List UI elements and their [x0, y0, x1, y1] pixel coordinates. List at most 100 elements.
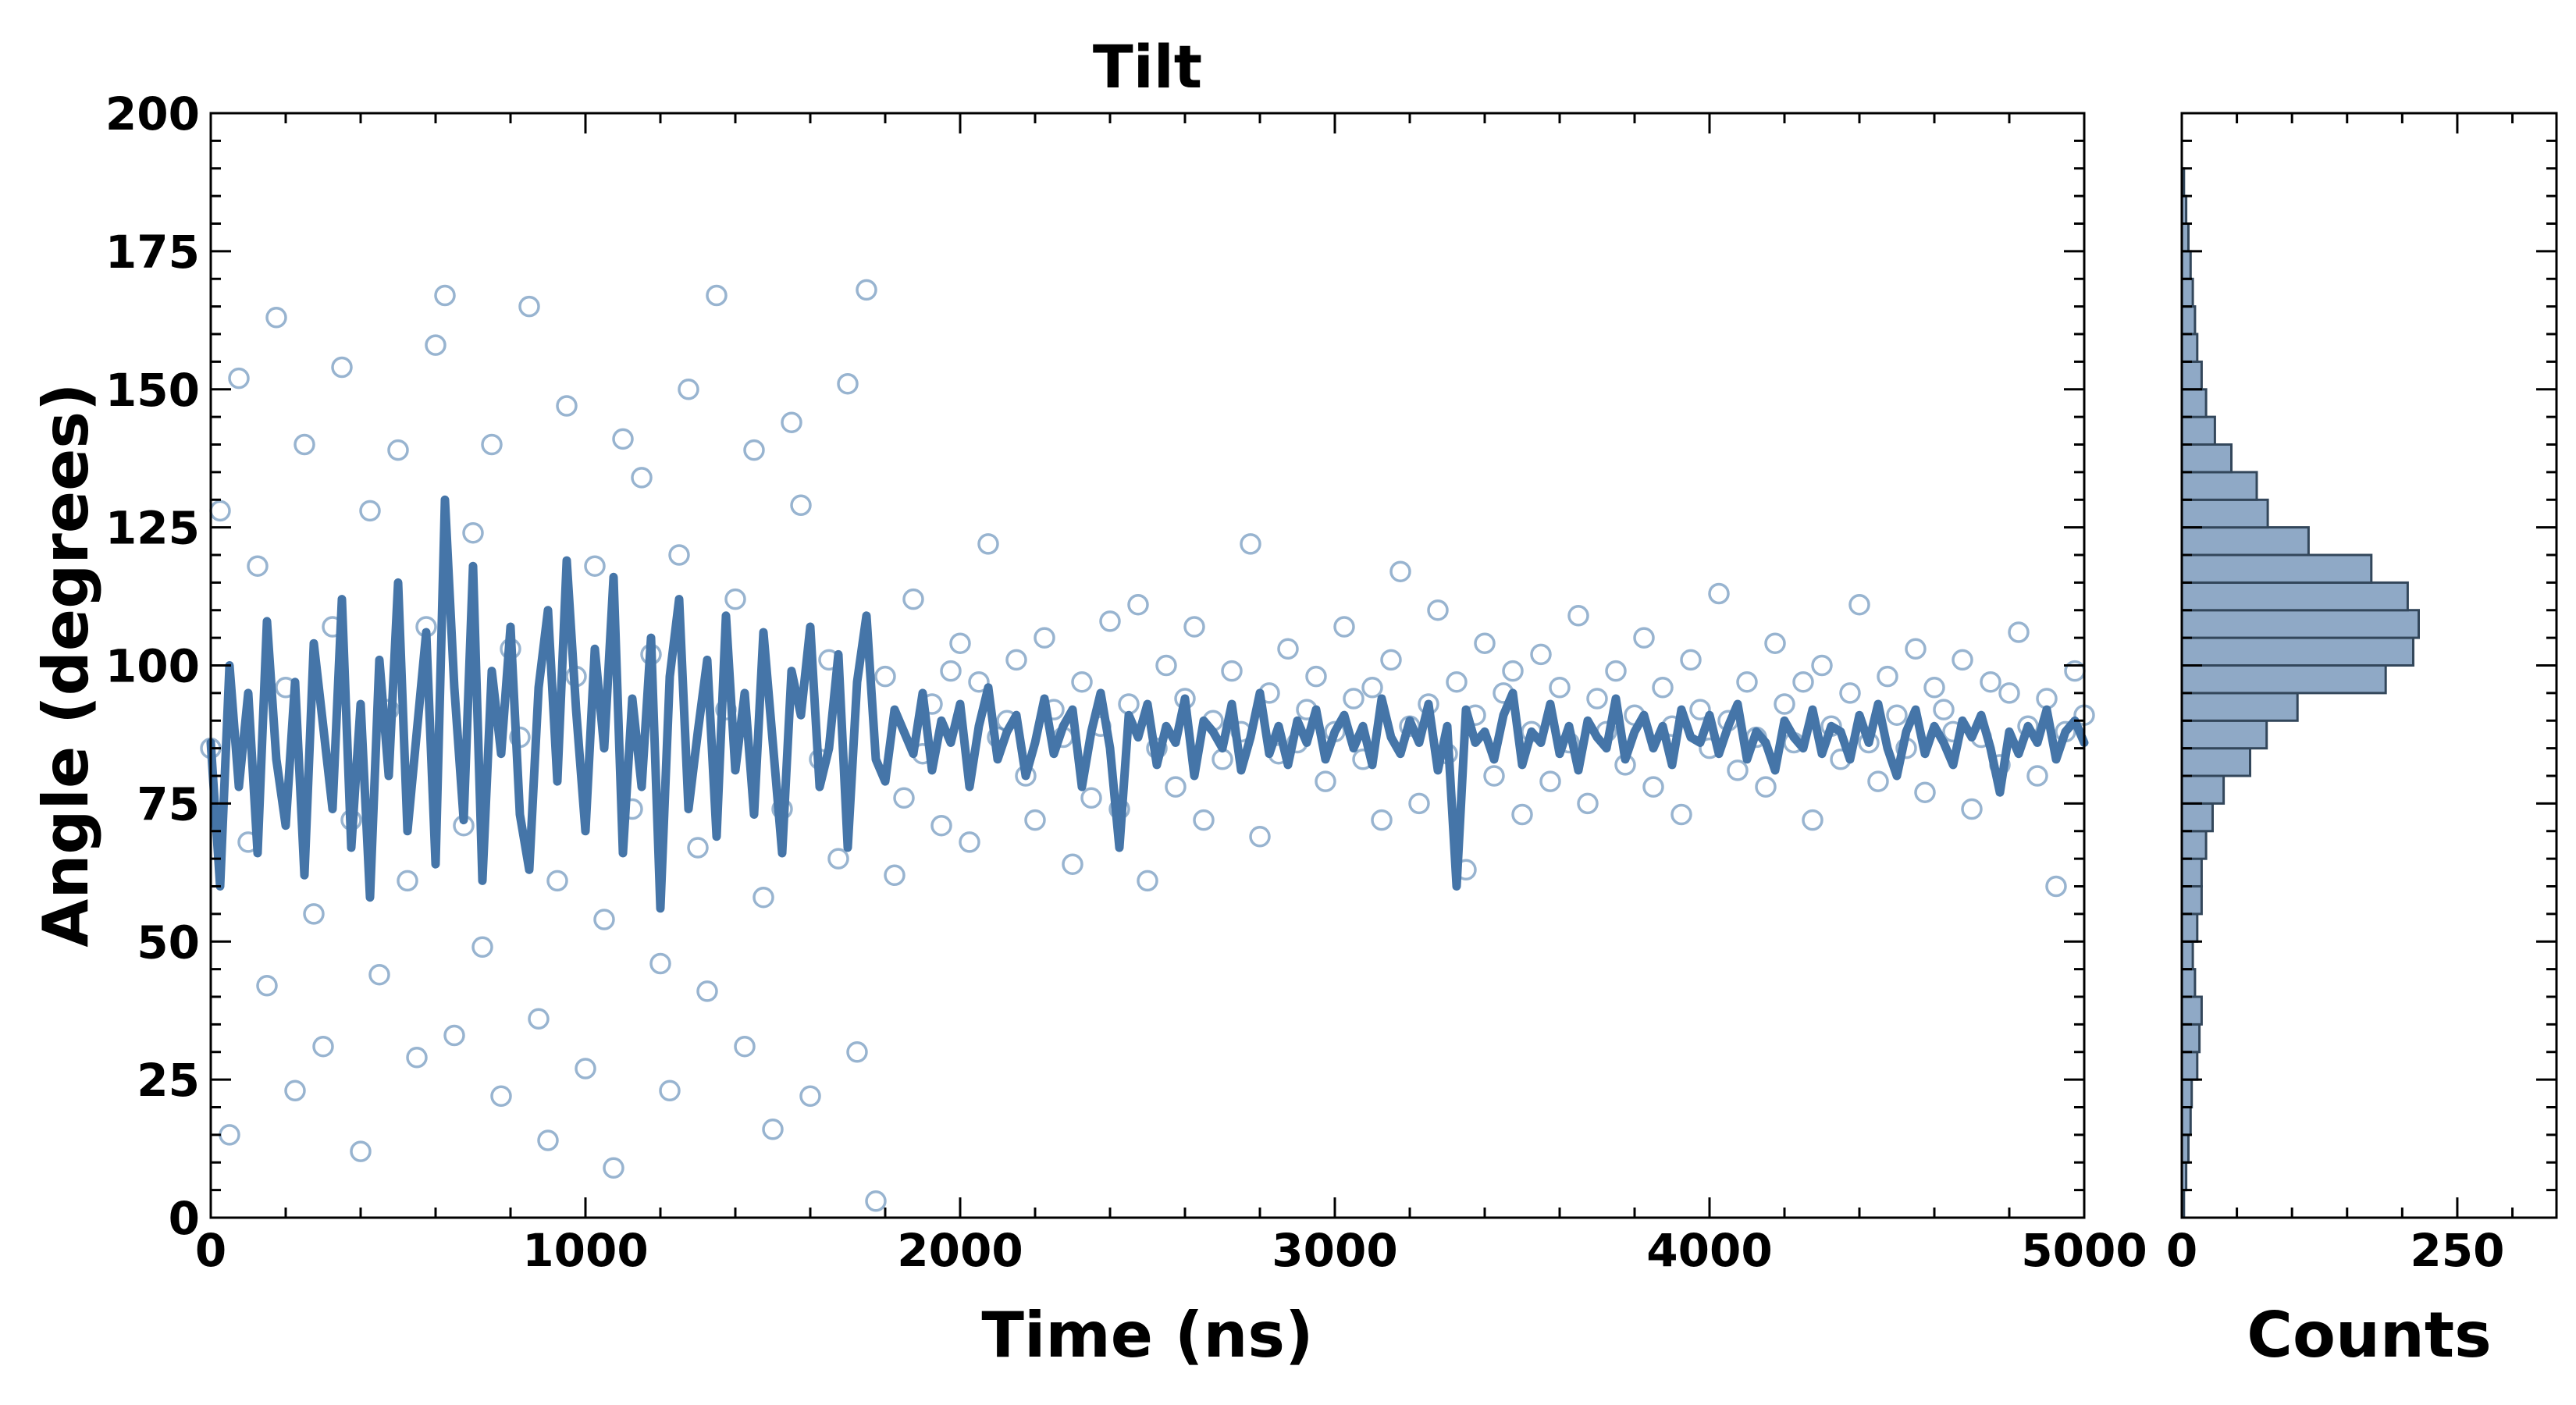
- x-axis-label: Time (ns): [981, 1299, 1313, 1371]
- y-tick-label: 100: [105, 640, 200, 693]
- histogram-bar: [2180, 498, 2269, 529]
- scatter-point: [350, 1140, 372, 1162]
- scatter-point: [1343, 688, 1364, 710]
- scatter-point: [1427, 599, 1449, 621]
- scatter-point: [659, 1080, 681, 1102]
- scatter-point: [781, 411, 802, 433]
- scatter-point: [1886, 704, 1908, 726]
- scatter-point: [1755, 776, 1777, 798]
- chart-title: Tilt: [1093, 32, 1202, 101]
- scatter-point: [490, 1085, 512, 1108]
- scatter-point: [734, 1035, 756, 1058]
- scatter-point: [1811, 654, 1833, 677]
- scatter-point: [425, 334, 447, 356]
- scatter-point: [537, 1129, 559, 1151]
- scatter-point: [1980, 670, 2001, 693]
- scatter-point: [1727, 759, 1749, 781]
- scatter-point: [528, 1008, 550, 1030]
- scatter-point: [1736, 670, 1758, 693]
- scatter-point: [219, 1124, 240, 1146]
- scatter-point: [1642, 776, 1664, 798]
- scatter-point: [2036, 688, 2058, 710]
- y-tick-label: 75: [137, 777, 200, 831]
- hist-x-tick-label: 250: [2410, 1224, 2504, 1277]
- scatter-point: [687, 837, 709, 859]
- scatter-point: [1080, 787, 1102, 809]
- histogram-ticks: [2180, 112, 2556, 1219]
- histogram-bar: [2180, 250, 2192, 280]
- scatter-point: [1165, 776, 1187, 798]
- scatter-point: [790, 494, 812, 517]
- main-plot: Tilt 0 1000 2000 3000 4000 5000 0 25 50 75 100 125…: [30, 32, 2147, 1371]
- scatter-point: [1708, 582, 1730, 605]
- histogram-bar: [2180, 968, 2197, 998]
- histogram-bar: [2180, 857, 2203, 887]
- scatter-point: [1605, 660, 1627, 682]
- scatter-point: [556, 395, 578, 417]
- scatter-point: [2045, 875, 2067, 898]
- scatter-point: [1221, 660, 1243, 682]
- scatter-point: [668, 544, 690, 566]
- y-tick-label: 25: [137, 1054, 200, 1107]
- y-tick-label: 0: [169, 1192, 200, 1245]
- scatter-point: [284, 1080, 306, 1102]
- scatter-point: [1923, 677, 1945, 699]
- scatter-point: [1137, 870, 1158, 892]
- histogram-bar: [2180, 692, 2299, 722]
- scatter-point: [1371, 809, 1393, 831]
- scatter-point: [1380, 649, 1402, 671]
- y-tick-label: 50: [137, 916, 200, 969]
- x-tick-label: 3000: [1272, 1224, 1397, 1277]
- scatter-point: [1652, 677, 1674, 699]
- scatter-point: [827, 848, 849, 870]
- scatter-point: [1567, 605, 1589, 627]
- scatter-point: [1998, 682, 2020, 704]
- histogram-bar: [2180, 388, 2208, 418]
- histogram-bar: [2180, 1051, 2199, 1081]
- histogram-bar: [2180, 360, 2203, 391]
- scatter-point: [1764, 632, 1786, 654]
- scatter-point: [1118, 693, 1140, 715]
- x-tick-label: 4000: [1646, 1224, 1772, 1277]
- histogram-bar: [2180, 1078, 2194, 1108]
- histogram-bar: [2180, 747, 2251, 777]
- scatter-point: [1877, 665, 1898, 688]
- scatter-point: [1034, 627, 1055, 649]
- scatter-point: [1905, 638, 1927, 660]
- scatter-point: [1099, 610, 1121, 632]
- scatter-point: [1483, 765, 1505, 787]
- scatter-point: [265, 307, 287, 329]
- scatter-point: [303, 903, 325, 925]
- histogram-bar: [2180, 415, 2216, 446]
- x-tick-labels: 0 1000 2000 3000 4000 5000: [195, 1224, 2147, 1277]
- trace-line: [206, 495, 2089, 913]
- y-tick-label: 175: [105, 226, 200, 279]
- scatter-point: [930, 814, 952, 837]
- histogram-bars: [2180, 167, 2420, 1219]
- scatter-point: [1848, 593, 1870, 616]
- scatter-point: [1914, 781, 1936, 803]
- scatter-point: [1952, 649, 1973, 671]
- histogram-bar: [2180, 885, 2203, 916]
- scatter-point: [1774, 693, 1795, 715]
- histogram-bar: [2180, 912, 2199, 943]
- histogram-bar: [2180, 1106, 2192, 1136]
- scatter-point: [397, 870, 418, 892]
- histogram-bar: [2180, 995, 2203, 1026]
- scatter-point: [678, 379, 699, 400]
- scatter-point: [481, 433, 503, 456]
- hist-x-tick-label: 0: [2166, 1224, 2197, 1277]
- scatter-point: [593, 909, 615, 930]
- scatter-point: [584, 555, 606, 577]
- scatter-point: [1933, 699, 1955, 720]
- scatter-point: [575, 1058, 596, 1080]
- scatter-point: [1867, 770, 1889, 792]
- x-tick-label: 2000: [897, 1224, 1023, 1277]
- histogram-bar: [2180, 526, 2310, 557]
- scatter-point: [1005, 649, 1027, 671]
- scatter-point: [1361, 677, 1383, 699]
- scatter-point: [865, 1190, 887, 1212]
- scatter-point: [1315, 770, 1336, 792]
- scatter-point: [762, 1119, 784, 1140]
